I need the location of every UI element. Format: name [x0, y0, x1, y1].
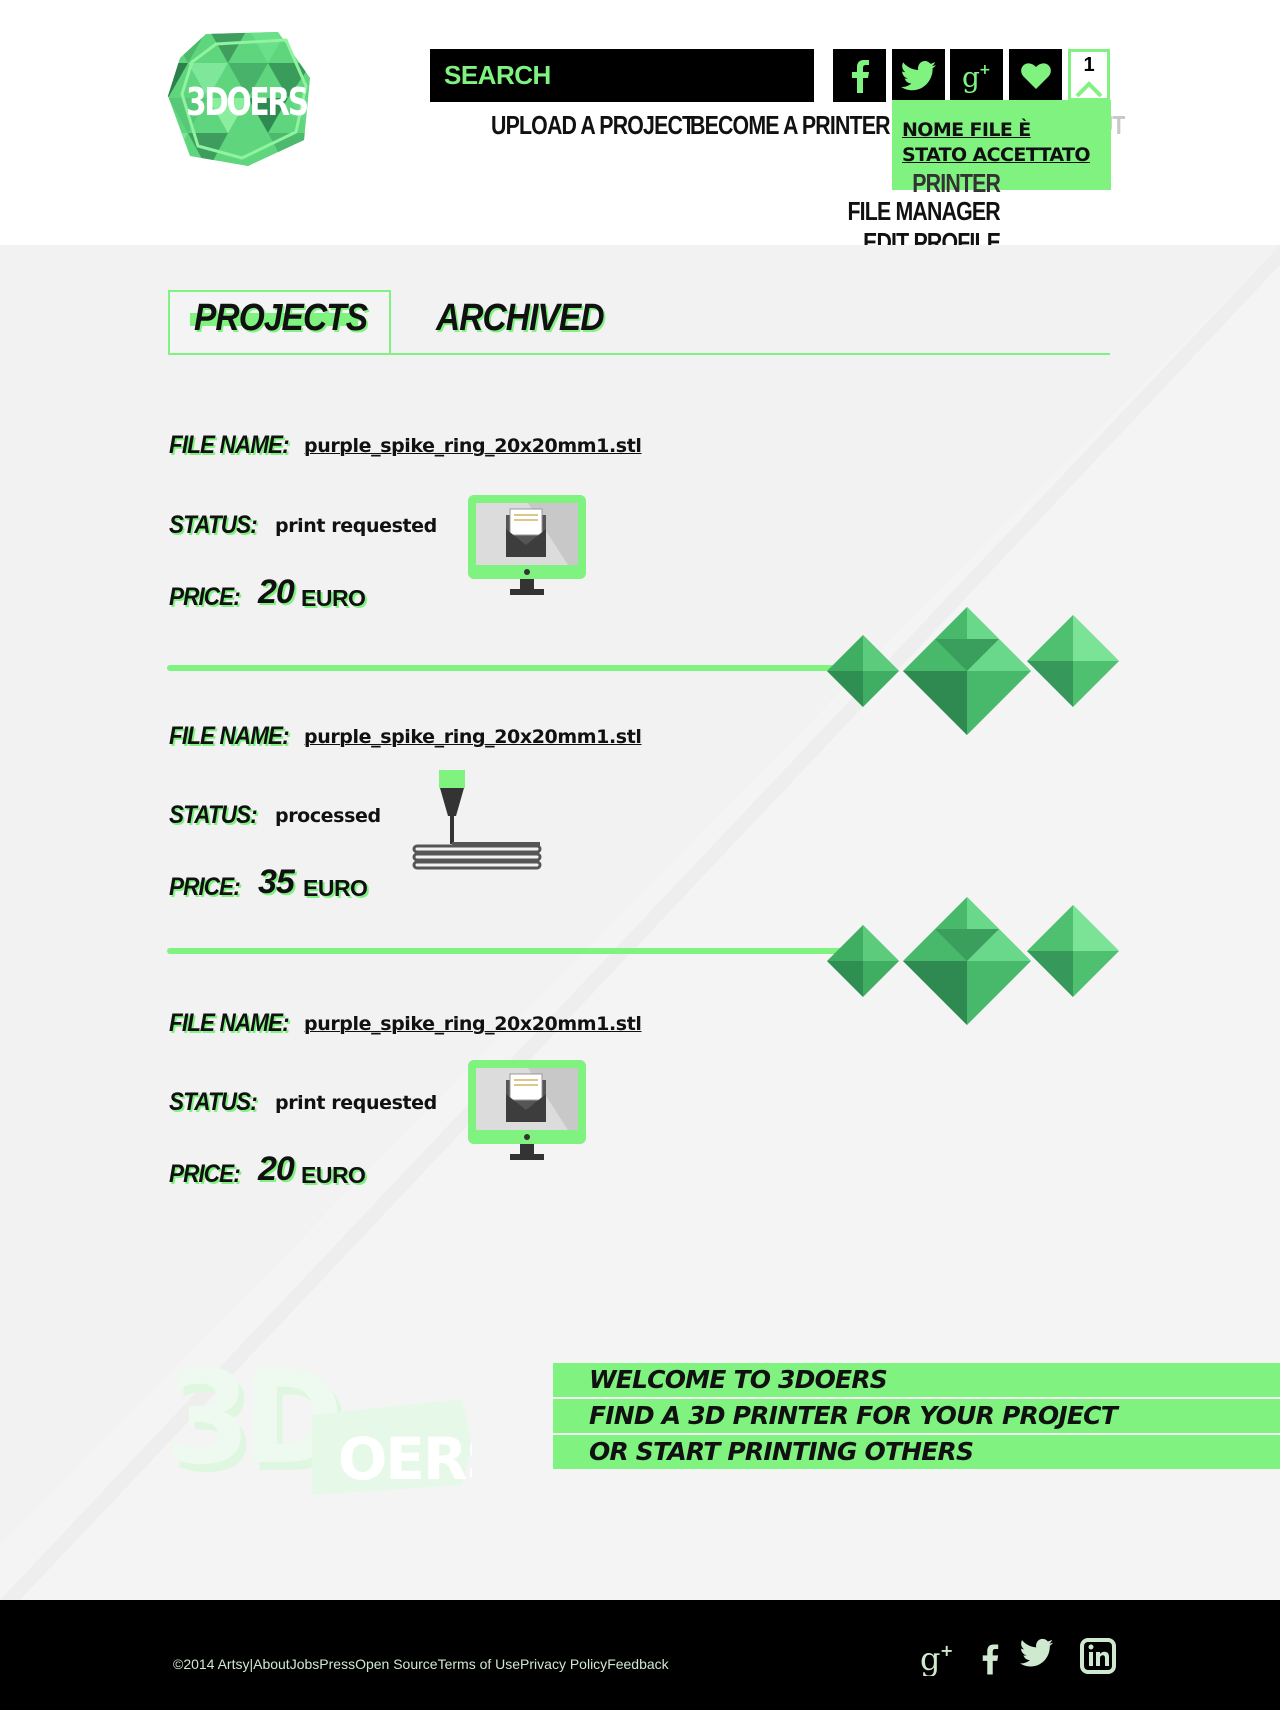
banner-line-find: FIND A 3D PRINTER FOR YOUR PROJECT [553, 1399, 1280, 1433]
facebook-icon[interactable] [980, 1642, 1000, 1676]
banner-line-welcome: WELCOME TO 3DOERS [553, 1363, 1280, 1397]
price-currency: EURO [303, 875, 368, 901]
logo-text: 3DOERS [186, 80, 309, 124]
dropdown-printer[interactable]: PRINTER [912, 168, 1001, 198]
tab-projects-label[interactable]: PROJECTS [194, 297, 368, 339]
favorites-button[interactable] [1009, 49, 1062, 102]
footer-copyright: ©2014 Artsy [173, 1656, 250, 1672]
file-name-label: FILE NAME: [169, 431, 290, 459]
notification-button[interactable]: 1 [1068, 49, 1110, 101]
banner-line-start: OR START PRINTING OTHERS [553, 1435, 1280, 1469]
svg-text:+: + [940, 1641, 953, 1660]
heart-icon [1020, 62, 1051, 89]
status-label: STATUS: [169, 801, 258, 829]
site-header: 3DOERS g+ 1 UPLOAD A PROJECT BECOME A PR… [0, 0, 1280, 257]
projects-section: PROJECTS ARCHIVED FILE NAME: purple_spik… [0, 245, 1280, 1600]
notification-link-line2[interactable]: STATO ACCETTATO [902, 144, 1091, 166]
status-label: STATUS: [169, 511, 258, 539]
dropdown-file-manager[interactable]: FILE MANAGER [847, 196, 1001, 226]
project-separator [167, 665, 867, 671]
footer-link-open-source[interactable]: Open Source [355, 1656, 438, 1672]
price-value: 20 [258, 1150, 295, 1188]
svg-text:g: g [920, 1640, 940, 1676]
status-label: STATUS: [169, 1088, 258, 1116]
google-plus-icon[interactable]: g + [920, 1640, 956, 1676]
tabs-divider [168, 353, 1110, 355]
nav-upload-project[interactable]: UPLOAD A PROJECT [491, 110, 695, 140]
footer-links: ©2014 Artsy|AboutJobsPressOpen SourceTer… [173, 1656, 669, 1672]
svg-text:g: g [962, 61, 980, 93]
footer-divider: | [249, 1656, 254, 1672]
footer-link-terms[interactable]: Terms of Use [437, 1656, 521, 1672]
file-name-link[interactable]: purple_spike_ring_20x20mm1.stl [304, 435, 642, 457]
file-name-label: FILE NAME: [169, 1009, 290, 1037]
footer-link-feedback[interactable]: Feedback [607, 1656, 669, 1672]
logo-icon[interactable] [168, 28, 312, 170]
diamond-decoration-icon [827, 607, 1119, 735]
price-label: PRICE: [169, 873, 241, 901]
tab-highlight [190, 313, 358, 326]
footer-link-privacy[interactable]: Privacy Policy [520, 1656, 608, 1672]
diamond-decoration-icon [827, 897, 1119, 1025]
notification-popup: NOME FILE È STATO ACCETTATO [892, 100, 1111, 190]
site-footer: ©2014 Artsy|AboutJobsPressOpen SourceTer… [0, 1600, 1280, 1710]
price-label: PRICE: [169, 1160, 241, 1188]
facebook-icon [851, 59, 869, 93]
tab-archived[interactable]: ARCHIVED [436, 297, 604, 339]
background-decoration [0, 245, 1280, 1600]
status-value: processed [275, 805, 381, 827]
notification-link-line1[interactable]: NOME FILE È [902, 119, 1031, 141]
3d-printer-nozzle-icon [412, 770, 542, 870]
notification-count: 1 [1083, 54, 1095, 76]
file-name-label: FILE NAME: [169, 722, 290, 750]
file-name-link[interactable]: purple_spike_ring_20x20mm1.stl [304, 726, 642, 748]
twitter-button[interactable] [892, 49, 945, 102]
footer-link-press[interactable]: Press [319, 1656, 356, 1672]
google-plus-button[interactable]: g + [950, 49, 1003, 102]
svg-text:OERS: OERS [338, 1425, 472, 1493]
monitor-mail-icon [468, 1060, 586, 1160]
twitter-icon[interactable] [1020, 1638, 1054, 1668]
google-plus-icon: g + [962, 61, 991, 93]
price-currency: EURO [301, 585, 366, 611]
footer-link-about[interactable]: About [253, 1656, 290, 1672]
big-logo-graphic: 3D 3D OERS [166, 1345, 472, 1495]
nav-become-printer[interactable]: BECOME A PRINTER [690, 110, 891, 140]
chevron-up-icon [1075, 81, 1103, 98]
status-value: print requested [275, 1092, 437, 1114]
price-label: PRICE: [169, 583, 241, 611]
price-value: 35 [258, 863, 295, 901]
twitter-icon [900, 60, 936, 90]
search-input[interactable] [430, 49, 814, 102]
status-value: print requested [275, 515, 437, 537]
monitor-mail-icon [468, 495, 586, 595]
file-name-link[interactable]: purple_spike_ring_20x20mm1.stl [304, 1013, 642, 1035]
banner-big-logo-text: 3DOERS [0, 245, 1, 246]
price-currency: EURO [301, 1162, 366, 1188]
footer-link-jobs[interactable]: Jobs [289, 1656, 320, 1672]
project-separator [167, 948, 867, 954]
svg-text:+: + [979, 62, 991, 78]
price-value: 20 [258, 573, 295, 611]
linkedin-icon[interactable] [1080, 1638, 1116, 1674]
facebook-button[interactable] [833, 49, 886, 102]
